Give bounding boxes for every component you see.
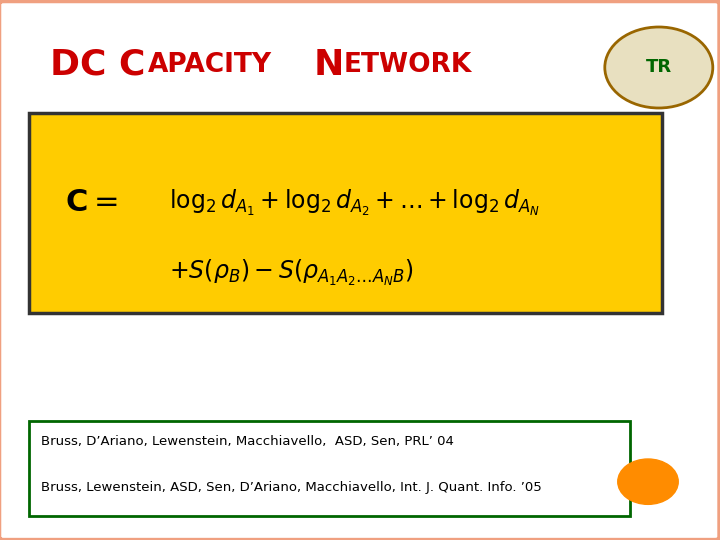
Circle shape: [605, 27, 713, 108]
Text: ETWORK: ETWORK: [343, 52, 472, 78]
Text: APACITY: APACITY: [148, 52, 271, 78]
Text: $+S(\rho_B) - S(\rho_{A_1 A_2 \ldots A_N B})$: $+S(\rho_B) - S(\rho_{A_1 A_2 \ldots A_N…: [169, 258, 414, 288]
Text: DC C: DC C: [50, 48, 145, 82]
FancyBboxPatch shape: [29, 421, 630, 516]
Text: N: N: [313, 48, 343, 82]
Text: Bruss, Lewenstein, ASD, Sen, D’Ariano, Macchiavello, Int. J. Quant. Info. ’05: Bruss, Lewenstein, ASD, Sen, D’Ariano, M…: [41, 481, 541, 494]
Text: $\log_2 d_{A_1} + \log_2 d_{A_2} + \ldots + \log_2 d_{A_N}$: $\log_2 d_{A_1} + \log_2 d_{A_2} + \ldot…: [169, 187, 540, 218]
Text: Bruss, D’Ariano, Lewenstein, Macchiavello,  ASD, Sen, PRL’ 04: Bruss, D’Ariano, Lewenstein, Macchiavell…: [41, 435, 454, 448]
Circle shape: [618, 459, 678, 504]
FancyBboxPatch shape: [29, 113, 662, 313]
Text: $\mathbf{C} =$: $\mathbf{C} =$: [65, 188, 117, 217]
Text: TR: TR: [646, 58, 672, 77]
